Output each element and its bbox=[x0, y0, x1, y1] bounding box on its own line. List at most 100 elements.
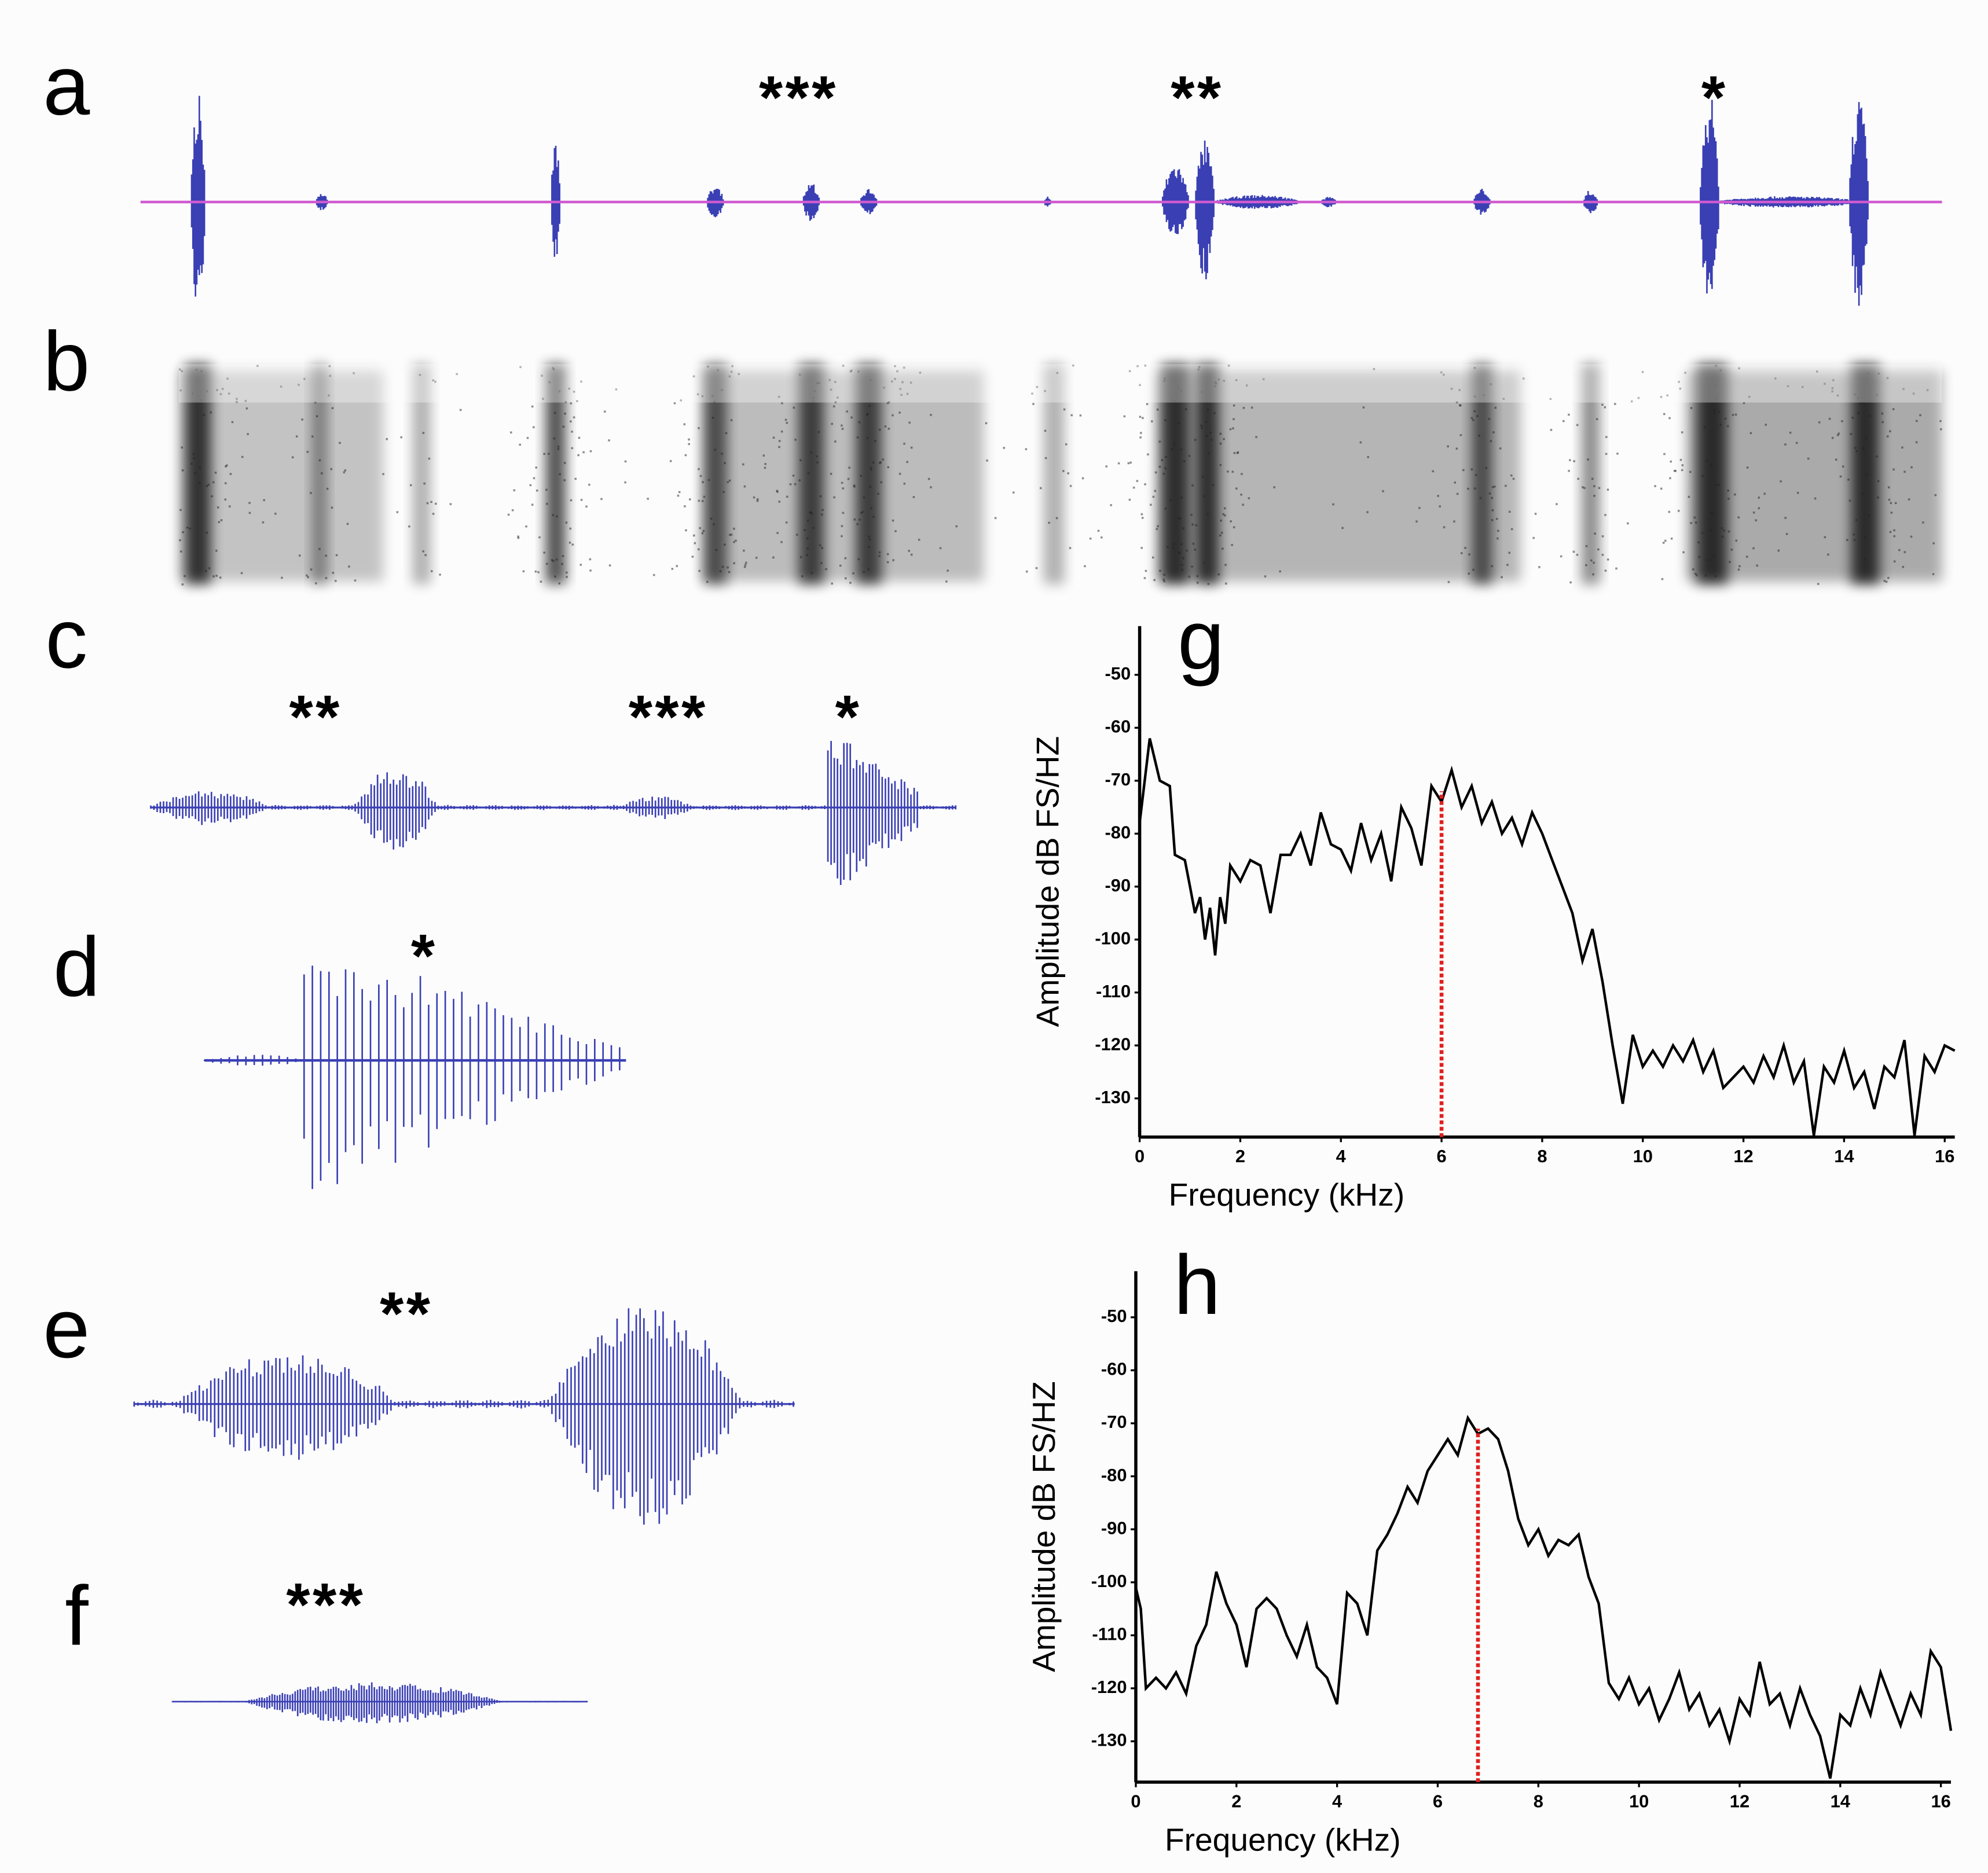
spectrogram-dot bbox=[1129, 461, 1132, 464]
spectrogram-dot bbox=[1889, 430, 1891, 432]
spectrogram-dot bbox=[1151, 420, 1153, 423]
spectrogram-dot bbox=[511, 509, 514, 512]
spectrogram-dot bbox=[1893, 529, 1895, 531]
spectrogram-dot bbox=[1577, 478, 1579, 480]
spectrogram-dot bbox=[225, 465, 227, 468]
spectrogram-dot bbox=[203, 414, 205, 416]
spectrogram-dot bbox=[1556, 503, 1558, 505]
spectrogram-dot bbox=[307, 576, 309, 578]
spectrogram-dot bbox=[1151, 556, 1154, 559]
spectrogram-dot bbox=[831, 423, 833, 425]
spectrogram-dot bbox=[226, 377, 229, 380]
spectrogram-dot bbox=[1233, 404, 1235, 407]
spectrogram-dot bbox=[861, 511, 864, 513]
spectrogram-dot bbox=[868, 546, 870, 549]
spectrogram-dot bbox=[1453, 520, 1455, 523]
spectrogram-dot bbox=[710, 517, 713, 520]
spectrogram-dot bbox=[1780, 480, 1782, 483]
spectrogram-dot bbox=[780, 430, 783, 433]
spectrogram-dot bbox=[1136, 480, 1139, 482]
spectrogram-dot bbox=[1616, 453, 1619, 455]
spectrogram-dot bbox=[1512, 478, 1515, 480]
spectrogram-dot bbox=[798, 479, 801, 482]
spectrogram-dot bbox=[1473, 366, 1476, 369]
spectrogram-dot bbox=[762, 454, 765, 457]
x-tick-label: 4 bbox=[1336, 1146, 1346, 1166]
spectrogram-dot bbox=[833, 496, 835, 499]
spectrogram-dot bbox=[1178, 422, 1180, 424]
spectrogram-dot bbox=[552, 560, 555, 562]
spectrogram-dot bbox=[306, 574, 308, 577]
spectrogram-dot bbox=[816, 381, 819, 384]
spectrogram-dot bbox=[1854, 447, 1857, 449]
spectrogram-dot bbox=[887, 427, 890, 430]
spectrogram-dot bbox=[1641, 370, 1644, 373]
spectrogram-dot bbox=[892, 519, 894, 522]
spectrogram-dot bbox=[348, 565, 350, 568]
spectrogram-dot bbox=[1614, 403, 1616, 405]
spectrogram-dot bbox=[812, 400, 815, 403]
spectrogram-dot bbox=[1447, 581, 1450, 583]
spectrogram-dot bbox=[947, 570, 949, 572]
spectrogram-dot bbox=[793, 406, 795, 409]
x-tick-label: 10 bbox=[1629, 1791, 1649, 1811]
spectrogram-dot bbox=[1934, 494, 1937, 497]
spectrogram-dot bbox=[691, 556, 694, 558]
spectrogram-band bbox=[1044, 364, 1065, 584]
spectrogram-dot bbox=[1677, 509, 1680, 512]
spectrogram-dot bbox=[1688, 495, 1690, 498]
spectrogram-dot bbox=[525, 525, 527, 528]
spectrogram-dot bbox=[533, 477, 535, 479]
spectrogram-dot bbox=[1727, 489, 1729, 492]
spectrogram-dot bbox=[563, 479, 566, 482]
x-tick-label: 2 bbox=[1235, 1146, 1245, 1166]
spectrogram-dot bbox=[721, 453, 723, 455]
spectrogram-dot bbox=[722, 491, 725, 493]
spectrogram-dot bbox=[1450, 387, 1453, 390]
spectrogram-dot bbox=[1839, 475, 1842, 478]
spectrogram-dot bbox=[1669, 477, 1671, 479]
spectrogram-dot bbox=[856, 523, 859, 526]
spectrogram-dot bbox=[1660, 487, 1663, 490]
spectrogram-dot bbox=[517, 537, 520, 539]
y-tick-label: -120 bbox=[1091, 1677, 1127, 1697]
spectrogram-dot bbox=[809, 511, 812, 514]
spectrogram-dot bbox=[801, 575, 804, 578]
spectrogram-dot bbox=[186, 526, 189, 529]
spectrogram-dot bbox=[1814, 497, 1817, 500]
spectrogram-dot bbox=[557, 445, 560, 448]
spectrogram-dot bbox=[1031, 392, 1033, 395]
spectrogram-dot bbox=[263, 499, 265, 501]
spectrogram-dot bbox=[215, 549, 218, 552]
spectrogram-fade bbox=[178, 364, 1942, 403]
spectrogram-dot bbox=[678, 491, 681, 493]
spectrogram-dot bbox=[215, 574, 218, 577]
spectrogram-dot bbox=[1908, 498, 1910, 501]
y-tick-label: -110 bbox=[1096, 981, 1131, 1001]
spectrogram-dot bbox=[684, 505, 686, 508]
spectrogram-dot bbox=[1467, 487, 1469, 490]
spectrogram-dot bbox=[256, 365, 259, 367]
spectrogram-dot bbox=[1415, 520, 1418, 523]
spectrogram-dot bbox=[1158, 440, 1161, 443]
spectrogram-dot bbox=[1718, 483, 1721, 486]
spectrogram-dot bbox=[727, 566, 729, 569]
spectrogram-dot bbox=[1851, 416, 1854, 419]
spectrogram-dot bbox=[799, 459, 802, 462]
spectrogram-dot bbox=[1172, 546, 1175, 549]
spectrogram-dot bbox=[432, 379, 434, 381]
spectrogram-dot bbox=[1869, 414, 1871, 417]
spectrogram-dot bbox=[1264, 575, 1267, 578]
spectrogram-dot bbox=[1815, 370, 1818, 373]
spectrogram-dot bbox=[562, 425, 565, 428]
spectrogram-dot bbox=[1225, 582, 1227, 585]
y-tick-label: -100 bbox=[1095, 928, 1131, 948]
spectrogram-dot bbox=[1591, 478, 1594, 480]
spectrogram-dot bbox=[1818, 421, 1821, 424]
spectrogram-dot bbox=[1235, 487, 1238, 490]
spectrogram-dot bbox=[730, 419, 733, 421]
spectrogram-dot bbox=[1864, 536, 1866, 538]
spectrogram-dot bbox=[428, 457, 431, 460]
spectrogram-dot bbox=[839, 564, 842, 567]
spectrogram-dot bbox=[1483, 394, 1485, 396]
